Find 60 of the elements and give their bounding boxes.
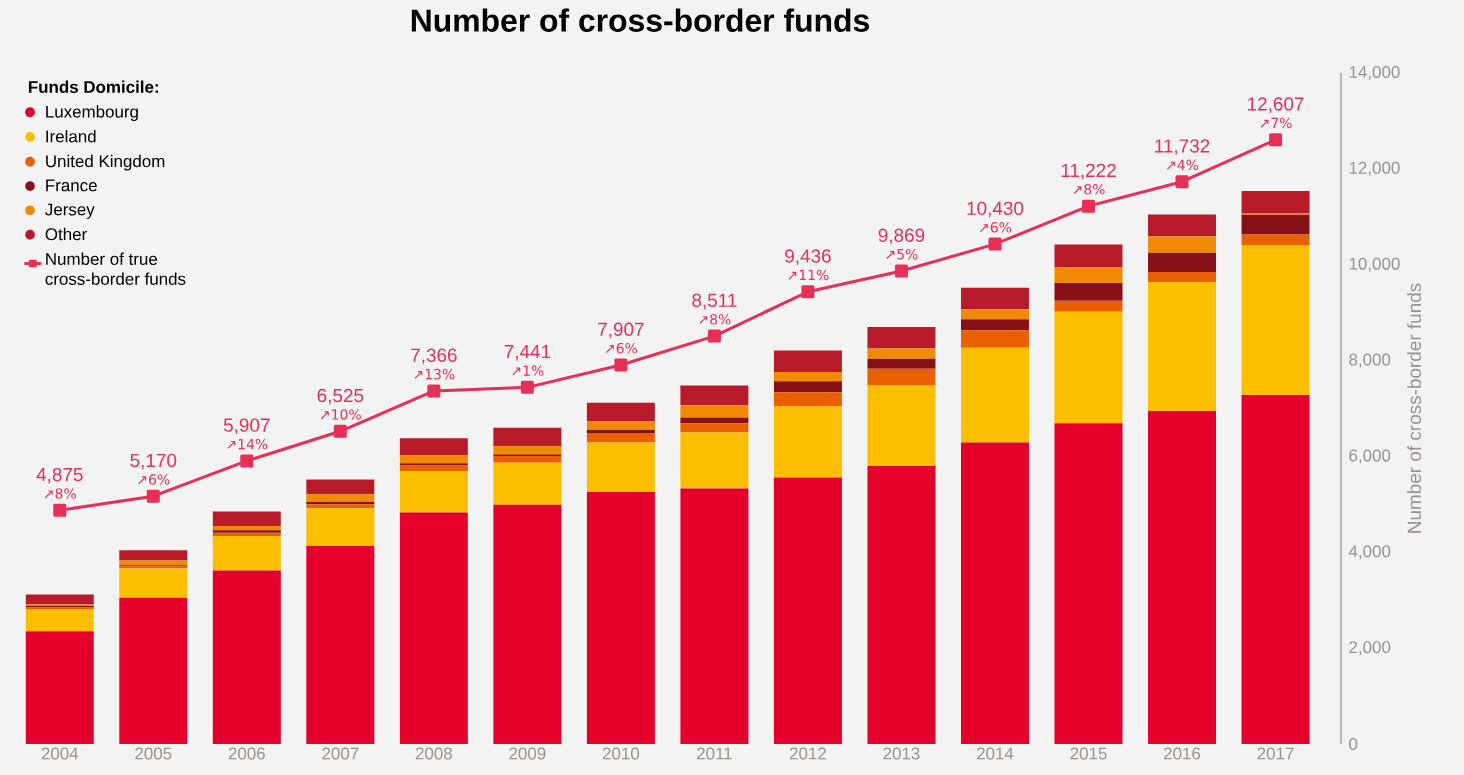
x-tick-label: 2008: [415, 747, 452, 760]
x-tick-label: 2004: [41, 747, 79, 760]
annotation: ↗1%: [512, 365, 544, 376]
y-tick-label: 12,000: [1349, 161, 1400, 176]
annotation: ↗6%: [138, 474, 170, 485]
y-tick-label: 4,000: [1348, 545, 1391, 560]
y-tick-label: 8,000: [1349, 353, 1391, 368]
data-label: 7,366: [411, 348, 457, 365]
legend-label: United Kingdom: [46, 154, 165, 171]
y-axis-title: Number of cross-border funds: [1407, 283, 1422, 533]
legend-label: Ireland: [46, 130, 96, 143]
x-tick-label: 2009: [509, 747, 546, 760]
legend-label: France: [46, 179, 97, 192]
legend-label: Jersey: [45, 203, 95, 219]
annotation: ↗8%: [44, 488, 76, 499]
x-tick-label: 2011: [697, 747, 732, 760]
annotation: ↗6%: [605, 342, 638, 354]
x-tick-label: 2010: [602, 747, 640, 760]
x-tick-label: 2016: [1164, 747, 1201, 760]
annotation: ↗11%: [788, 269, 829, 281]
x-tick-label: 2014: [976, 747, 1014, 760]
chart-title: Number of cross-border funds: [411, 8, 869, 32]
data-label: 6,525: [317, 388, 364, 405]
legend-label: Other: [45, 227, 87, 241]
y-tick-label: 14,000: [1349, 65, 1400, 80]
data-label: 9,436: [785, 249, 831, 265]
data-label: 9,869: [878, 228, 925, 245]
annotation: ↗8%: [699, 313, 731, 325]
x-tick-label: 2015: [1070, 747, 1107, 760]
annotation: ↗6%: [980, 222, 1012, 233]
annotation: ↗10%: [320, 409, 361, 420]
legend-label: Number of true cross-border funds: [45, 252, 186, 285]
legend-label: Luxembourg: [46, 105, 138, 122]
legend-title: Funds Domicile:: [28, 80, 158, 93]
x-tick-label: 2012: [789, 747, 826, 760]
y-tick-label: 6,000: [1349, 449, 1391, 464]
data-label: 5,907: [223, 418, 270, 435]
x-tick-label: 2005: [135, 747, 172, 760]
y-tick-label: 2,000: [1349, 641, 1391, 656]
data-label: 11,222: [1061, 163, 1116, 180]
data-label: 11,732: [1155, 139, 1210, 155]
data-label: 10,430: [967, 201, 1024, 218]
data-label: 8,511: [692, 293, 737, 310]
data-label: 7,441: [504, 345, 551, 361]
annotation: ↗14%: [227, 438, 268, 450]
annotation: ↗8%: [1073, 184, 1105, 195]
annotation: ↗13%: [414, 368, 455, 380]
annotation: ↗7%: [1260, 117, 1292, 129]
annotation: ↗4%: [1167, 159, 1199, 171]
data-label: 12,607: [1248, 97, 1304, 113]
y-tick-label: 0: [1349, 738, 1358, 750]
annotation: ↗5%: [886, 248, 918, 260]
x-tick-label: 2006: [228, 747, 265, 760]
x-tick-label: 2007: [322, 747, 359, 760]
x-tick-label: 2017: [1257, 747, 1294, 760]
data-label: 5,170: [130, 453, 177, 470]
x-tick-label: 2013: [883, 747, 920, 760]
y-tick-label: 10,000: [1349, 257, 1400, 272]
data-label: 7,907: [598, 322, 644, 339]
data-label: 4,875: [36, 467, 83, 484]
